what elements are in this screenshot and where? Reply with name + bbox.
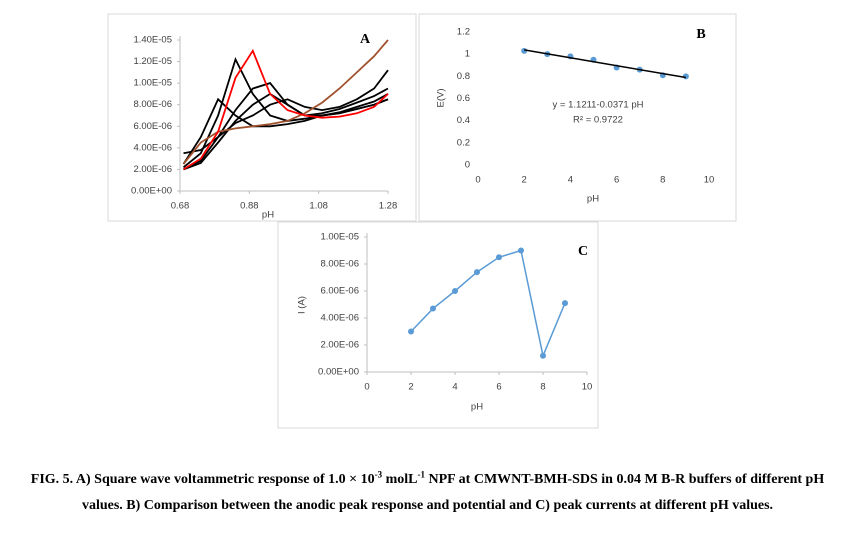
marker bbox=[430, 305, 436, 312]
frame-c bbox=[277, 221, 599, 429]
panel-label: B bbox=[696, 27, 705, 42]
caption-part: FIG. 5. A) Square wave voltammetric resp… bbox=[30, 472, 375, 487]
y-tick-label: 0.00E+00 bbox=[318, 367, 359, 378]
y-tick-label: 0.4 bbox=[457, 115, 470, 126]
data-line bbox=[183, 82, 389, 171]
y-tick-label: 4.00E-06 bbox=[320, 313, 359, 324]
y-tick-label: 0.6 bbox=[457, 93, 470, 104]
marker bbox=[408, 328, 414, 335]
y-tick-label: 1.20E-05 bbox=[133, 56, 172, 67]
x-axis-label: pH bbox=[262, 210, 274, 221]
caption-part: molL bbox=[382, 472, 418, 487]
annotation: y = 1.1211-0.0371 pH bbox=[553, 100, 644, 111]
x-tick-label: 0 bbox=[475, 175, 480, 186]
y-tick-label: 0 bbox=[465, 160, 470, 171]
y-tick-label: 2.00E-06 bbox=[320, 340, 359, 351]
x-tick-label: 4 bbox=[452, 382, 457, 393]
caption-part: -3 bbox=[374, 469, 383, 480]
y-tick-label: 1 bbox=[465, 49, 470, 60]
y-tick-label: 6.00E-06 bbox=[320, 286, 359, 297]
x-tick-label: 0.88 bbox=[240, 201, 259, 212]
frame-b bbox=[418, 13, 737, 222]
y-tick-label: 8.00E-06 bbox=[320, 259, 359, 270]
point bbox=[521, 47, 528, 54]
x-tick-label: 2 bbox=[522, 175, 527, 186]
y-tick-label: 2.00E-06 bbox=[133, 164, 172, 175]
marker bbox=[540, 352, 546, 359]
x-tick-label: 4 bbox=[568, 175, 573, 186]
y-tick-label: 1.00E-05 bbox=[320, 232, 359, 243]
x-tick-label: 1.08 bbox=[309, 201, 328, 212]
y-tick-label: 0.00E+00 bbox=[131, 186, 172, 197]
data-line bbox=[410, 249, 566, 359]
x-tick-label: 6 bbox=[496, 382, 501, 393]
marker bbox=[562, 300, 568, 307]
annotation: R² = 0.9722 bbox=[573, 115, 623, 126]
x-axis-label: pH bbox=[587, 194, 599, 205]
y-tick-label: 0.2 bbox=[457, 137, 470, 148]
y-tick-label: 1.00E-05 bbox=[133, 78, 172, 89]
y-axis-label: E(V) bbox=[436, 89, 447, 108]
y-tick-label: 0.8 bbox=[457, 71, 470, 82]
data-line bbox=[183, 69, 389, 155]
x-tick-label: 2 bbox=[408, 382, 413, 393]
trendline bbox=[524, 49, 687, 79]
marker bbox=[496, 254, 502, 261]
caption: FIG. 5. A) Square wave voltammetric resp… bbox=[30, 467, 825, 519]
x-axis-label: pH bbox=[471, 402, 483, 413]
panel-label: C bbox=[578, 244, 588, 259]
y-tick-label: 4.00E-06 bbox=[133, 142, 172, 153]
x-tick-label: 0 bbox=[364, 382, 369, 393]
panel-label: A bbox=[360, 32, 371, 47]
y-tick-label: 1.40E-05 bbox=[133, 35, 172, 46]
data-line bbox=[183, 48, 389, 171]
marker bbox=[474, 269, 480, 276]
x-tick-label: 1.28 bbox=[379, 201, 398, 212]
data-line bbox=[183, 87, 389, 171]
y-tick-label: 1.2 bbox=[457, 27, 470, 38]
y-tick-label: 6.00E-06 bbox=[133, 121, 172, 132]
x-tick-label: 10 bbox=[582, 382, 593, 393]
x-tick-label: 0.68 bbox=[171, 201, 190, 212]
marker bbox=[452, 288, 458, 294]
y-axis-label: I (A) bbox=[297, 296, 308, 314]
y-tick-label: 8.00E-06 bbox=[133, 99, 172, 110]
figure: 0.00E+00 2.00E-06 4.00E-06 6.00E-06 8.00E-06… bbox=[107, 13, 737, 429]
caption-part: NPF at CMWNT-BMH-SDS in 0.04 M B-R buffe… bbox=[81, 472, 825, 513]
frame-a bbox=[107, 13, 417, 222]
point bbox=[682, 73, 689, 80]
caption-part: -1 bbox=[417, 469, 425, 480]
marker bbox=[518, 247, 524, 254]
x-tick-label: 8 bbox=[660, 175, 665, 186]
x-tick-label: 6 bbox=[614, 175, 619, 186]
x-tick-label: 8 bbox=[540, 382, 545, 393]
x-tick-label: 10 bbox=[704, 175, 715, 186]
